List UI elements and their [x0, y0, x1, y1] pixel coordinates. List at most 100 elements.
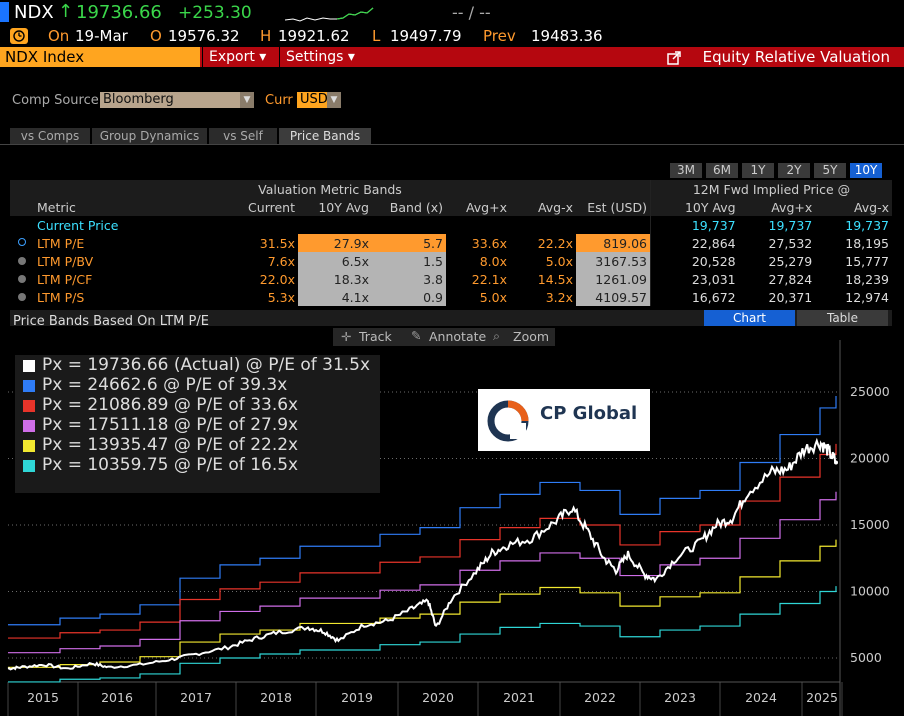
series-line [8, 586, 837, 683]
period-5y[interactable]: 5Y [814, 163, 846, 178]
external-link-icon[interactable] [667, 50, 681, 65]
ticker-symbol[interactable]: NDX [14, 2, 54, 23]
annotate-button[interactable]: Annotate [429, 329, 487, 344]
table-cell: 23,031 [691, 271, 736, 287]
table-cell: 20,528 [691, 253, 736, 269]
period-6m[interactable]: 6M [706, 163, 738, 178]
table-cell: 12,974 [845, 289, 889, 305]
table-cell: 22.2x [537, 235, 573, 251]
period-10y[interactable]: 10Y [850, 163, 882, 178]
table-row[interactable]: LTM P/CF 22.0x 18.3x 3.8 22.1x 14.5x 126… [10, 270, 892, 288]
series-line [8, 491, 837, 654]
security-field[interactable]: NDX Index [0, 47, 200, 67]
comp-source-label: Comp Source [12, 93, 99, 108]
legend-swatch [23, 360, 35, 372]
legend-swatch [23, 420, 35, 432]
tab-price-bands[interactable]: Price Bands [279, 128, 371, 144]
table-cell: 5.0x [479, 289, 507, 305]
table-cell[interactable]: 1.5 [372, 252, 446, 270]
radio-icon[interactable] [18, 293, 26, 301]
table-cell: 27,824 [768, 271, 813, 287]
x-tick-label: 2022 [584, 690, 616, 705]
radio-selected-icon[interactable] [18, 238, 26, 246]
column-header: Avg-x [853, 199, 889, 215]
legend-label: Px = 10359.75 @ P/E of 16.5x [42, 455, 299, 475]
table-cell: 3.2x [545, 289, 573, 305]
table-cell: 7.6x [267, 253, 295, 269]
table-cell: 31.5x [259, 235, 295, 251]
y-tick-label: 20000 [850, 451, 890, 466]
x-tick-label: 2015 [27, 690, 59, 705]
tab-vs-self[interactable]: vs Self [209, 128, 277, 144]
tab-vs-comps[interactable]: vs Comps [10, 128, 90, 144]
x-tick-label: 2016 [101, 690, 133, 705]
function-title: Equity Relative Valuation [702, 48, 890, 66]
table-cell: 20,371 [768, 289, 813, 305]
price-band-chart[interactable]: 25000 20000 15000 10000 5000 2015 2016 2017 2018… [0, 340, 904, 716]
metric-label: LTM P/E [37, 235, 85, 251]
column-header: Band (x) [389, 199, 443, 215]
up-arrow-icon: ↑ [58, 1, 74, 22]
table-cell[interactable]: 5.7 [372, 234, 446, 252]
pencil-icon[interactable]: ✎ [411, 328, 422, 343]
metric-label: LTM P/BV [37, 253, 94, 269]
legend-label: Px = 13935.47 @ P/E of 22.2x [42, 435, 299, 455]
legend-item: Px = 21086.89 @ P/E of 33.6x [15, 395, 380, 415]
table-cell: 22.0x [259, 271, 295, 287]
legend-item: Px = 17511.18 @ P/E of 27.9x [15, 415, 380, 435]
prev-value: 19483.36 [531, 27, 603, 45]
table-cell: 5.0x [545, 253, 573, 269]
table-cell: 6.5x [298, 252, 372, 270]
low-value: 19497.79 [390, 27, 462, 45]
comp-source-dropdown[interactable]: Bloomberg [100, 92, 240, 108]
zoom-button[interactable]: Zoom [513, 329, 550, 344]
column-header: Metric [37, 199, 76, 215]
table-cell: 18.3x [298, 270, 372, 288]
intraday-sparkline [285, 7, 374, 22]
magnifier-icon[interactable]: ⌕ [493, 328, 501, 343]
table-cell[interactable]: 0.9 [372, 288, 446, 306]
high-label: H [260, 27, 272, 45]
column-header: Avg+x [465, 199, 507, 215]
table-cell[interactable]: 3167.53 [576, 252, 651, 270]
last-price-marker [834, 460, 838, 465]
table-cell: 27.9x [298, 234, 372, 252]
radio-icon[interactable] [18, 257, 26, 265]
x-tick-label: 2018 [260, 690, 292, 705]
clock-icon [10, 28, 28, 44]
export-button[interactable]: Export ▾ [202, 47, 278, 67]
table-cell: 4.1x [298, 288, 372, 306]
table-cell[interactable]: 3.8 [372, 270, 446, 288]
table-row[interactable]: LTM P/E 31.5x 27.9x 5.7 33.6x 22.2x 819.… [10, 234, 892, 252]
tab-group-dynamics[interactable]: Group Dynamics [92, 128, 207, 144]
table-group-header: Valuation Metric Bands [10, 180, 651, 198]
table-cell: 27,532 [768, 235, 813, 251]
chart-panel-title: Price Bands Based On LTM P/E [13, 314, 209, 329]
open-value: 19576.32 [168, 27, 240, 45]
period-3m[interactable]: 3M [670, 163, 702, 178]
table-row[interactable]: LTM P/BV 7.6x 6.5x 1.5 8.0x 5.0x 3167.53… [10, 252, 892, 270]
period-1y[interactable]: 1Y [742, 163, 774, 178]
chart-view-button[interactable]: Chart [704, 310, 795, 326]
column-header: Current [248, 199, 295, 215]
legend-label: Px = 24662.6 @ P/E of 39.3x [42, 375, 288, 395]
currency-dropdown[interactable]: USD [297, 92, 328, 108]
prev-label: Prev [483, 27, 516, 45]
net-change: +253.30 [178, 3, 252, 23]
table-cell[interactable]: 1261.09 [576, 270, 651, 288]
table-view-button[interactable]: Table [797, 310, 888, 326]
table-cell: 16,672 [691, 289, 736, 305]
track-button[interactable]: Track [359, 329, 392, 344]
chart-title-bar: Price Bands Based On LTM P/E [10, 310, 892, 329]
settings-button[interactable]: Settings ▾ [279, 47, 365, 67]
period-2y[interactable]: 2Y [778, 163, 810, 178]
table-row[interactable]: LTM P/S 5.3x 4.1x 0.9 5.0x 3.2x 4109.57 … [10, 288, 892, 306]
table-cell[interactable]: 4109.57 [576, 288, 651, 306]
crosshair-icon[interactable]: ✛ [341, 329, 352, 344]
chevron-down-icon[interactable]: ▼ [240, 92, 254, 108]
radio-icon[interactable] [18, 275, 26, 283]
table-cell: 22,864 [691, 235, 736, 251]
series-line [7, 437, 837, 671]
table-cell[interactable]: 819.06 [576, 234, 651, 252]
chevron-down-icon[interactable]: ▼ [327, 92, 341, 108]
